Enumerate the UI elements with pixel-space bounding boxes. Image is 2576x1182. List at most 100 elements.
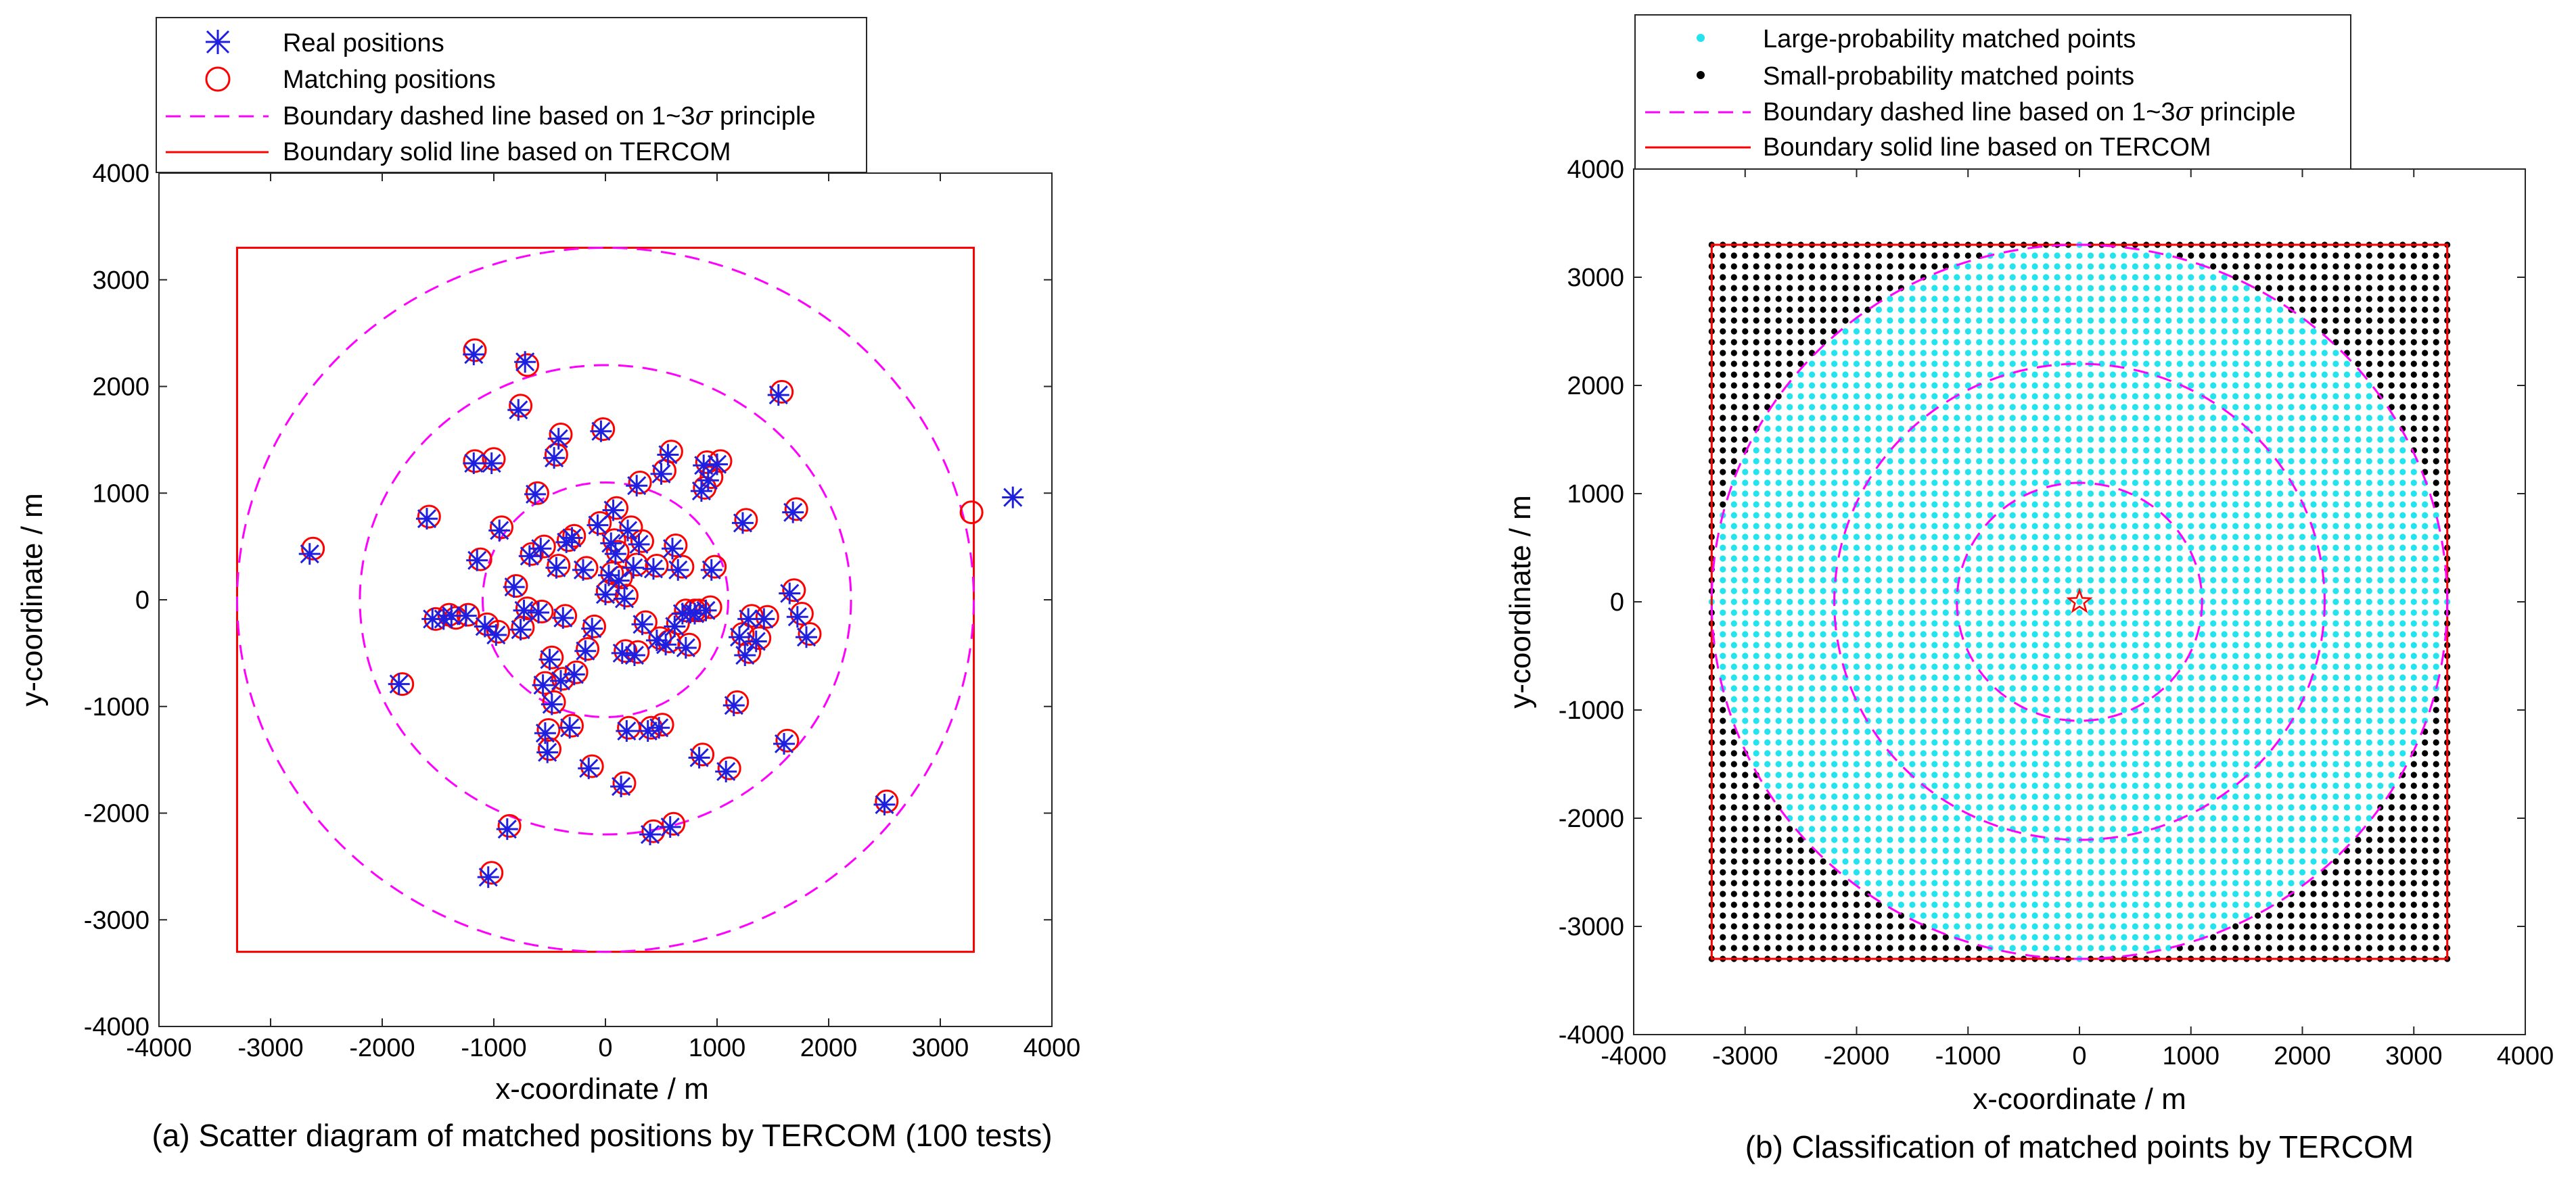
large-probability-point (1931, 350, 1938, 356)
large-probability-point (2143, 436, 2150, 443)
large-probability-point (1942, 653, 1949, 659)
large-probability-point (2087, 707, 2094, 713)
large-probability-point (1909, 685, 1916, 692)
small-probability-point (2255, 945, 2261, 951)
large-probability-point (2188, 772, 2194, 778)
large-probability-point (2288, 577, 2295, 584)
large-probability-point (1831, 458, 1838, 465)
large-probability-point (2210, 642, 2217, 648)
large-probability-point (1942, 815, 1949, 822)
large-probability-point (2210, 901, 2217, 908)
large-probability-point (1931, 609, 1938, 616)
large-probability-point (2176, 620, 2183, 627)
large-probability-point (2176, 609, 2183, 616)
matching-position-marker (755, 605, 779, 629)
large-probability-point (2310, 425, 2317, 432)
large-probability-point (2288, 663, 2295, 670)
large-probability-point (2399, 479, 2406, 486)
large-probability-point (1820, 717, 1826, 724)
large-probability-point (1764, 534, 1771, 540)
small-probability-point (2366, 317, 2372, 324)
large-probability-point (1787, 685, 1793, 692)
large-probability-point (2255, 620, 2261, 627)
large-probability-point (1920, 555, 1927, 562)
large-probability-point (2121, 458, 2128, 465)
large-probability-point (2087, 674, 2094, 681)
large-probability-point (2021, 566, 2027, 573)
large-probability-point (2266, 577, 2272, 584)
large-probability-point (2043, 663, 2050, 670)
large-probability-point (2132, 317, 2138, 324)
large-probability-point (2054, 631, 2061, 638)
large-probability-point (1853, 555, 1860, 562)
large-probability-point (1853, 782, 1860, 789)
large-probability-point (1887, 772, 1893, 778)
large-probability-point (1954, 815, 1960, 822)
large-probability-point (1753, 674, 1760, 681)
large-probability-point (2221, 447, 2228, 454)
small-probability-point (1753, 934, 1760, 941)
large-probability-point (2255, 447, 2261, 454)
large-probability-point (2065, 772, 2072, 778)
small-probability-point (1764, 285, 1771, 291)
small-probability-point (1820, 252, 1826, 259)
large-probability-point (1875, 793, 1882, 800)
large-probability-point (2388, 674, 2395, 681)
small-probability-point (2288, 263, 2295, 270)
large-probability-point (2176, 598, 2183, 605)
large-probability-point (1864, 577, 1871, 584)
large-probability-point (2176, 685, 2183, 692)
large-probability-point (2366, 642, 2372, 648)
large-probability-point (1864, 436, 1871, 443)
y-tick-label: 2000 (92, 373, 150, 402)
large-probability-point (1976, 772, 1983, 778)
large-probability-point (1853, 836, 1860, 843)
large-probability-point (1753, 577, 1760, 584)
large-probability-point (2377, 577, 2384, 584)
small-probability-point (2366, 306, 2372, 313)
large-probability-point (2255, 782, 2261, 789)
large-probability-point (1987, 436, 1994, 443)
large-probability-point (2255, 880, 2261, 886)
small-probability-point (1853, 934, 1860, 941)
large-probability-point (1875, 847, 1882, 854)
large-probability-point (2399, 663, 2406, 670)
large-probability-point (1875, 415, 1882, 421)
large-probability-point (1887, 393, 1893, 400)
large-probability-point (2143, 696, 2150, 703)
large-probability-point (1998, 836, 2005, 843)
large-probability-point (1775, 512, 1782, 519)
large-probability-point (2176, 923, 2183, 930)
large-probability-point (1987, 415, 1994, 421)
large-probability-point (2232, 523, 2239, 529)
small-probability-point (1787, 371, 1793, 378)
large-probability-point (2266, 674, 2272, 681)
large-probability-point (2255, 382, 2261, 389)
small-probability-point (2388, 891, 2395, 897)
large-probability-point (1942, 436, 1949, 443)
large-probability-point (2154, 501, 2161, 508)
large-probability-point (2310, 642, 2317, 648)
x-tick-label: 1000 (689, 1034, 746, 1062)
large-probability-point (1909, 663, 1916, 670)
small-probability-point (1831, 912, 1838, 919)
large-probability-point (1898, 685, 1904, 692)
large-probability-point (2188, 598, 2194, 605)
large-probability-point (2366, 739, 2372, 746)
large-probability-point (2377, 707, 2384, 713)
small-probability-point (1797, 912, 1804, 919)
large-probability-point (1797, 772, 1804, 778)
large-probability-point (2199, 555, 2205, 562)
real-position-marker (528, 601, 549, 623)
large-probability-point (1753, 750, 1760, 757)
large-probability-point (2277, 577, 2284, 584)
large-probability-point (2176, 934, 2183, 941)
large-probability-point (1987, 263, 1994, 270)
small-probability-point (1775, 306, 1782, 313)
large-probability-point (2043, 880, 2050, 886)
large-probability-point (2009, 296, 2016, 302)
small-probability-point (1831, 317, 1838, 324)
large-probability-point (1787, 415, 1793, 421)
large-probability-point (2332, 717, 2339, 724)
large-probability-point (2054, 404, 2061, 410)
